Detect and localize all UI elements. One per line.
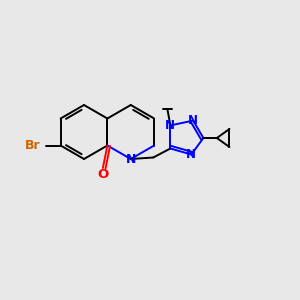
Text: O: O: [97, 168, 109, 181]
Text: Br: Br: [25, 139, 41, 152]
Text: N: N: [186, 148, 197, 161]
Text: N: N: [188, 114, 198, 127]
Text: N: N: [165, 119, 176, 132]
Text: N: N: [126, 152, 136, 166]
